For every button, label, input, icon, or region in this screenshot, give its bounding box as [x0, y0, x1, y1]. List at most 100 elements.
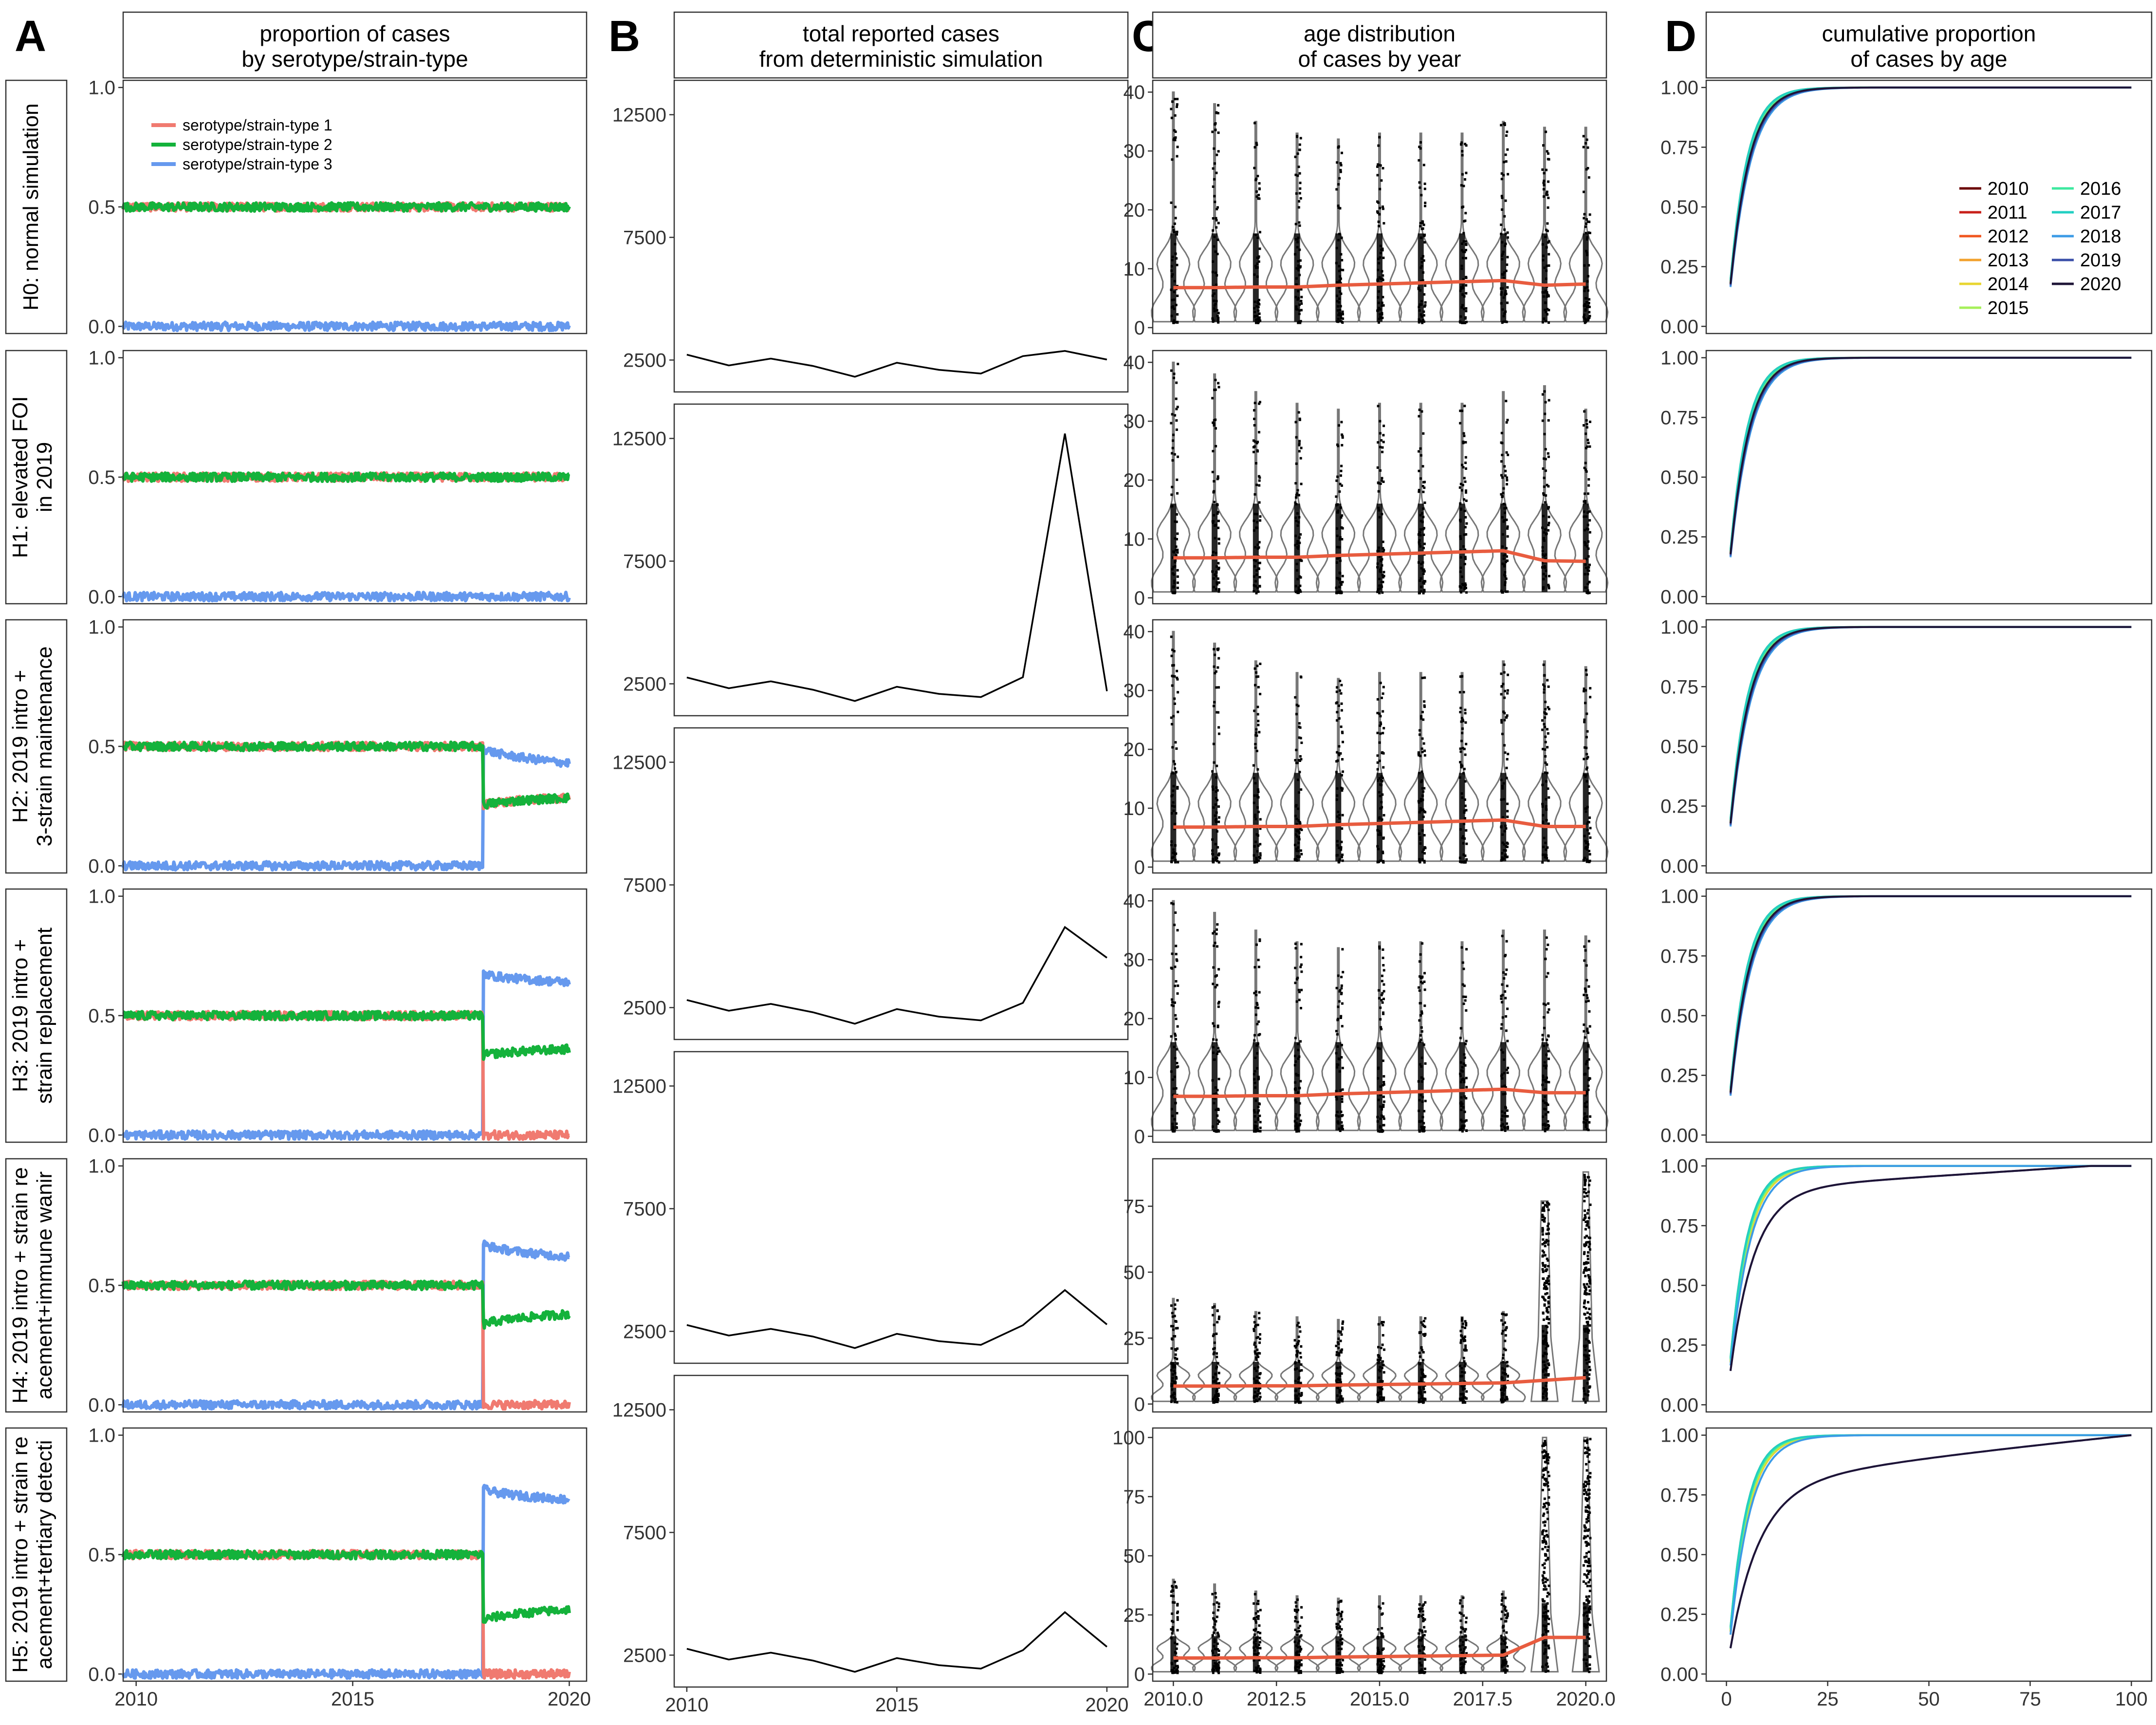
case-dot	[1588, 1366, 1591, 1369]
case-dot	[1170, 1304, 1173, 1307]
case-dot	[1505, 1660, 1508, 1663]
case-dot	[1418, 1614, 1420, 1617]
case-dot	[1501, 196, 1504, 199]
case-dot	[1300, 943, 1303, 946]
case-dot	[1545, 1451, 1548, 1454]
case-dot	[1503, 228, 1506, 231]
case-dot	[1588, 1453, 1591, 1456]
case-dot	[1176, 1299, 1179, 1302]
case-dot	[1587, 176, 1590, 179]
case-dot	[1215, 427, 1217, 430]
case-dot	[1259, 1372, 1262, 1375]
case-dot	[1541, 168, 1544, 171]
case-dot	[1585, 1521, 1588, 1524]
case-dot	[1464, 854, 1467, 857]
case-dot	[1217, 1130, 1220, 1133]
dense-dots	[1459, 233, 1465, 322]
case-dot	[1462, 1614, 1465, 1617]
case-dot	[1418, 408, 1421, 411]
case-dot	[1502, 971, 1505, 974]
case-dot	[1215, 171, 1218, 174]
dense-dots	[1170, 233, 1177, 322]
case-dot	[1213, 1333, 1216, 1336]
case-dot	[1259, 1609, 1262, 1612]
violin-outline	[1315, 408, 1361, 593]
case-dot	[1174, 414, 1177, 417]
case-dot	[1172, 1325, 1175, 1328]
case-dot	[1217, 657, 1220, 660]
case-dot	[1174, 217, 1177, 220]
case-dot	[1258, 541, 1261, 544]
case-dot	[1462, 967, 1465, 970]
case-dot	[1254, 1629, 1257, 1632]
series-line-2	[121, 471, 571, 483]
case-dot	[1501, 1313, 1504, 1315]
case-dot	[1544, 1244, 1547, 1247]
total-cases-line	[686, 926, 1107, 1025]
case-dot	[1465, 144, 1468, 147]
cumulative-line-2020	[1729, 86, 2132, 284]
case-dot	[1588, 592, 1591, 594]
case-dot	[1213, 648, 1216, 650]
y-tick-label: 0.75	[1660, 137, 1698, 158]
case-dot	[1585, 1192, 1587, 1194]
case-dot	[1300, 559, 1302, 562]
violin-2017	[1439, 132, 1485, 324]
case-dot	[1585, 446, 1587, 449]
cumulative-line-2011	[1729, 626, 2132, 822]
case-dot	[1586, 1176, 1589, 1179]
case-dot	[1341, 827, 1344, 830]
case-dot	[1585, 668, 1587, 671]
case-dot	[1505, 519, 1508, 521]
violin-outline	[1151, 91, 1196, 323]
case-dot	[1586, 1241, 1589, 1243]
case-dot	[1254, 1352, 1257, 1355]
case-dot	[1547, 1265, 1550, 1268]
case-dot	[1380, 479, 1383, 482]
case-dot	[1299, 1080, 1302, 1083]
case-dot	[1503, 712, 1506, 715]
case-dot	[1176, 1665, 1179, 1668]
case-dot	[1461, 409, 1464, 412]
panel-d-row-1: 0.000.250.500.751.00	[1660, 348, 2132, 608]
panel-c-box	[1152, 1427, 1607, 1682]
case-dot	[1506, 559, 1509, 562]
case-dot	[1547, 1462, 1549, 1465]
case-dot	[1217, 581, 1220, 584]
case-dot	[1341, 859, 1344, 862]
case-dot	[1340, 421, 1343, 424]
case-dot	[1464, 317, 1467, 320]
case-dot	[1588, 1237, 1591, 1240]
case-dot	[1423, 787, 1426, 790]
case-dot	[1464, 1042, 1467, 1045]
case-dot	[1176, 478, 1179, 481]
series-line-2	[121, 201, 571, 213]
case-dot	[1546, 1595, 1549, 1598]
violin-2019	[1530, 1200, 1559, 1402]
case-dot	[1584, 321, 1586, 324]
case-dot	[1423, 861, 1426, 864]
case-dot	[1340, 976, 1343, 979]
violin-2014	[1315, 408, 1361, 594]
y-tick-label: 30	[1124, 949, 1145, 971]
case-dot	[1465, 587, 1467, 590]
case-dot	[1336, 686, 1339, 689]
case-dot	[1339, 752, 1342, 755]
row-label-line: H1: elevated FOI	[8, 396, 32, 558]
case-dot	[1214, 1592, 1217, 1595]
case-dot	[1216, 1050, 1219, 1053]
dense-dots	[1253, 773, 1259, 861]
case-dot	[1337, 1347, 1340, 1350]
case-dot	[1259, 663, 1262, 665]
cumulative-line-2018	[1729, 895, 2132, 1096]
case-dot	[1383, 1100, 1385, 1103]
case-dot	[1339, 482, 1342, 485]
case-dot	[1548, 1364, 1550, 1366]
x-tick-label: 2015	[875, 1694, 919, 1716]
case-dot	[1170, 1628, 1173, 1631]
case-dot	[1546, 1317, 1548, 1320]
case-dot	[1337, 1018, 1340, 1020]
case-dot	[1214, 122, 1217, 125]
case-dot	[1419, 1040, 1422, 1043]
case-dot	[1502, 1629, 1505, 1632]
